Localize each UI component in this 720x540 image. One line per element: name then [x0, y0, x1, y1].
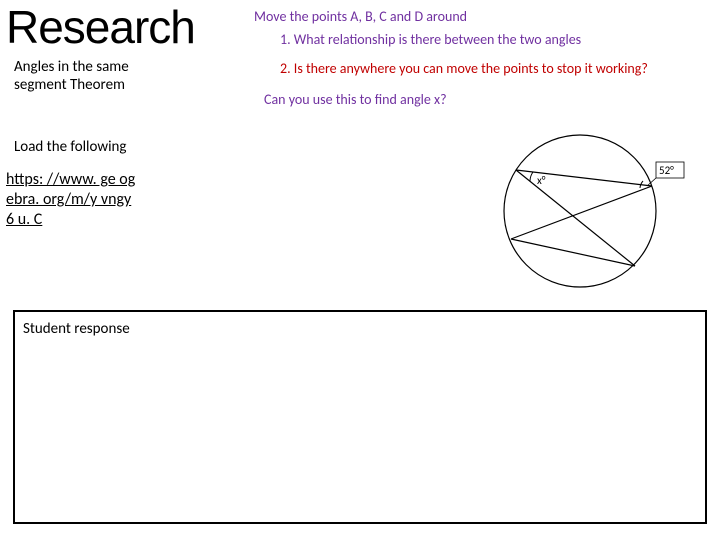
chord-ac — [516, 170, 635, 266]
instruction-item-2: 2. Is there anywhere you can move the po… — [280, 58, 714, 79]
student-response-box[interactable]: Student response — [13, 310, 707, 524]
angle-52-label: 52° — [659, 164, 674, 177]
chord-dc — [511, 239, 635, 266]
chord-db — [511, 186, 652, 239]
angle-x-label: x° — [537, 174, 546, 187]
instruction-lead: Move the points A, B, C and D around — [254, 6, 714, 27]
instruction-item-1: 1. What relationship is there between th… — [280, 29, 714, 50]
page-title: Research — [6, 0, 195, 54]
circle-diagram: x° 52° — [480, 126, 700, 296]
instruction-question: Can you use this to find angle x? — [264, 89, 714, 110]
student-response-label: Student response — [23, 320, 130, 338]
geogebra-link[interactable]: https: //www. ge ogebra. org/m/y vngy 6 … — [6, 170, 141, 230]
load-instruction: Load the following — [14, 138, 126, 156]
angle-x-arc — [530, 172, 533, 181]
theorem-subtitle: Angles in the same segment Theorem — [14, 58, 144, 94]
instructions-block: Move the points A, B, C and D around 1. … — [254, 6, 714, 110]
